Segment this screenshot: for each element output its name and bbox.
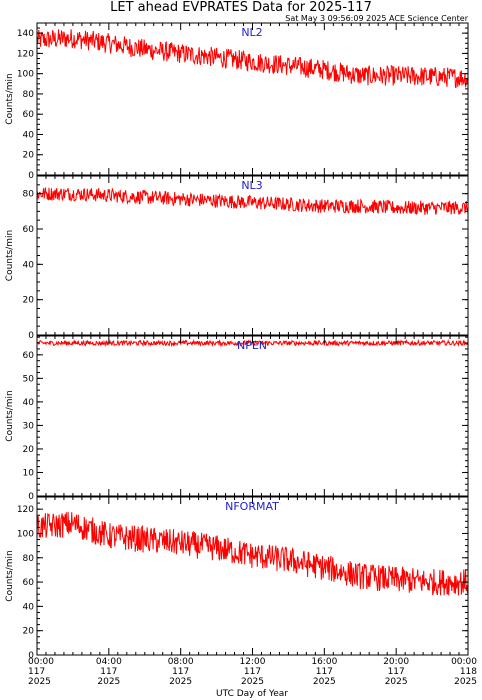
x-tick-year-label: 2025 (385, 677, 408, 687)
x-tick-time-label: 16:00 (311, 657, 337, 667)
panel-nl3: 0 20 40 60 80 Counts/min NL3 (5, 175, 469, 341)
panel-frame (36, 335, 469, 497)
x-tick-time-label: 00:00 (451, 657, 477, 667)
panels-group: 020406080100120140Counts/minNL2020406080… (5, 22, 469, 661)
y-axis-title: Counts/min (5, 73, 15, 124)
y-tick-label: 140 (17, 29, 34, 39)
series-label: NL3 (241, 179, 262, 192)
series-label: NFORMAT (225, 500, 279, 513)
y-tick-label: 50 (23, 374, 35, 384)
y-tick-label: 120 (17, 505, 34, 515)
y-tick-label: 100 (17, 529, 34, 539)
x-tick-doy-label: 117 (244, 667, 261, 677)
x-tick-time-label: 08:00 (168, 657, 194, 667)
y-tick-label: 20 (23, 445, 35, 455)
x-tick-year-label: 2025 (313, 677, 336, 687)
x-tick-doy-label: 118 (460, 667, 477, 677)
y-tick-label: 0 (28, 331, 34, 341)
y-tick-label: 30 (23, 421, 35, 431)
x-axis-title: UTC Day of Year (216, 689, 288, 699)
y-tick-label: 100 (17, 70, 34, 80)
x-tick-doy-label: 117 (316, 667, 333, 677)
x-tick-time-label: 00:00 (28, 657, 54, 667)
x-tick-year-label: 2025 (454, 677, 477, 687)
y-tick-label: 20 (23, 627, 35, 637)
y-tick-label: 120 (17, 49, 34, 59)
y-axis-title: Counts/min (5, 550, 15, 601)
x-tick-year-label: 2025 (241, 677, 264, 687)
panel-nformat: 0 20 40 60 80 100 120 Counts/min NFORMAT (5, 496, 469, 661)
y-tick-label: 40 (23, 398, 35, 408)
y-tick-label: 60 (23, 351, 35, 361)
series-label: NL2 (241, 26, 262, 39)
y-tick-label: 80 (23, 90, 35, 100)
series-line-nl3 (36, 187, 469, 216)
y-axis-title: Counts/min (5, 230, 15, 281)
y-axis-title: Counts/min (5, 390, 15, 441)
x-tick-time-label: 04:00 (96, 657, 122, 667)
x-tick-year-label: 2025 (28, 677, 51, 687)
y-tick-label: 60 (23, 225, 35, 235)
chart-title: LET ahead EVPRATES Data for 2025-117 (110, 0, 372, 15)
series-line-nl2 (36, 29, 469, 89)
x-tick-doy-label: 117 (388, 667, 405, 677)
x-tick-doy-label: 117 (28, 667, 45, 677)
x-tick-year-label: 2025 (97, 677, 120, 687)
y-tick-label: 60 (23, 110, 35, 120)
x-axis-labels: 00:00117202504:00117202508:00117202512:0… (28, 657, 477, 687)
y-tick-label: 80 (23, 190, 35, 200)
y-tick-label: 60 (23, 578, 35, 588)
series-label: NPEN (237, 339, 267, 352)
series-line-nformat (36, 511, 469, 596)
y-tick-label: 40 (23, 260, 35, 270)
panel-npen: 0 10 20 30 40 50 60 Counts/min NPEN (5, 335, 469, 502)
y-tick-label: 80 (23, 554, 35, 564)
y-tick-label: 0 (28, 651, 34, 661)
chart-subtitle: Sat May 3 09:56:09 2025 ACE Science Cent… (285, 14, 468, 23)
y-tick-label: 0 (28, 171, 34, 181)
x-tick-year-label: 2025 (169, 677, 192, 687)
x-tick-time-label: 12:00 (240, 657, 266, 667)
y-tick-label: 20 (23, 151, 35, 161)
y-tick-label: 20 (23, 296, 35, 306)
y-tick-label: 40 (23, 602, 35, 612)
y-tick-label: 10 (23, 468, 35, 478)
x-tick-time-label: 20:00 (383, 657, 409, 667)
panel-nl2: 0 20 40 60 80 100 120 140 Counts/min NL2 (5, 22, 469, 181)
y-tick-label: 0 (28, 492, 34, 502)
x-tick-doy-label: 117 (100, 667, 117, 677)
y-tick-label: 40 (23, 130, 35, 140)
x-tick-doy-label: 117 (172, 667, 189, 677)
